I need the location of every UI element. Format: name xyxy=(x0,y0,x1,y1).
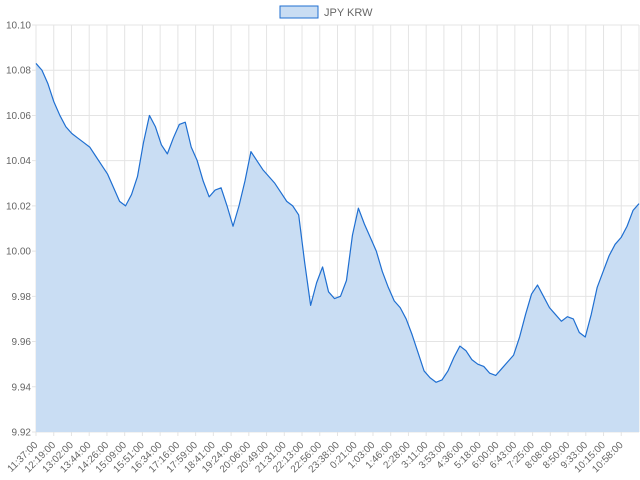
series-fill xyxy=(36,63,639,432)
legend-swatch xyxy=(279,5,319,19)
legend-label: JPY KRW xyxy=(324,7,373,19)
y-tick-label: 10.08 xyxy=(6,66,31,77)
legend[interactable]: JPY KRW xyxy=(279,5,373,19)
series-line xyxy=(35,63,640,383)
y-tick-label: 9.92 xyxy=(12,428,32,439)
y-tick-label: 10.00 xyxy=(6,247,31,258)
y-tick-label: 10.02 xyxy=(6,201,31,212)
y-tick-label: 9.98 xyxy=(12,292,32,303)
y-tick-label: 10.06 xyxy=(6,111,31,122)
y-tick-label: 9.96 xyxy=(12,337,32,348)
y-tick-label: 10.04 xyxy=(6,156,31,167)
series-area xyxy=(35,63,640,432)
y-tick-label: 10.10 xyxy=(6,21,31,32)
y-tick-label: 9.94 xyxy=(12,382,32,393)
